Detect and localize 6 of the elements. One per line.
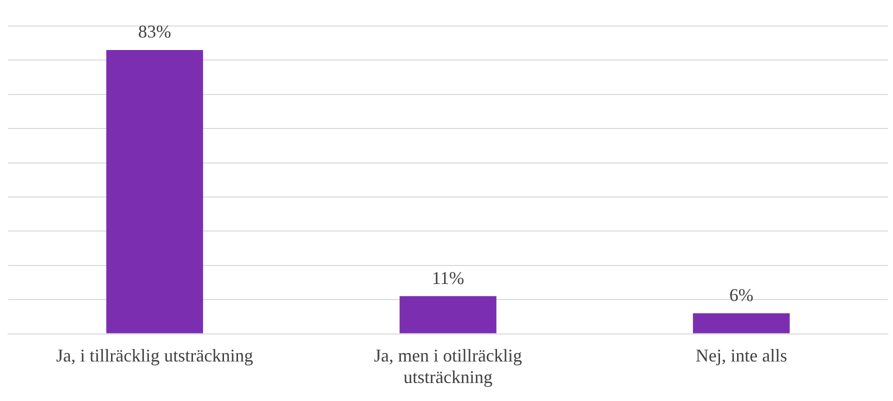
x-tick-label: Ja, i tillräcklig utsträckning xyxy=(56,345,254,366)
x-tick-label: Nej, inte alls xyxy=(696,345,788,366)
data-label: 83% xyxy=(138,22,172,42)
data-label: 11% xyxy=(432,268,464,288)
x-tick-label: Ja, men i otillräcklig utsträckning xyxy=(374,345,522,387)
data-label: 6% xyxy=(729,285,754,306)
